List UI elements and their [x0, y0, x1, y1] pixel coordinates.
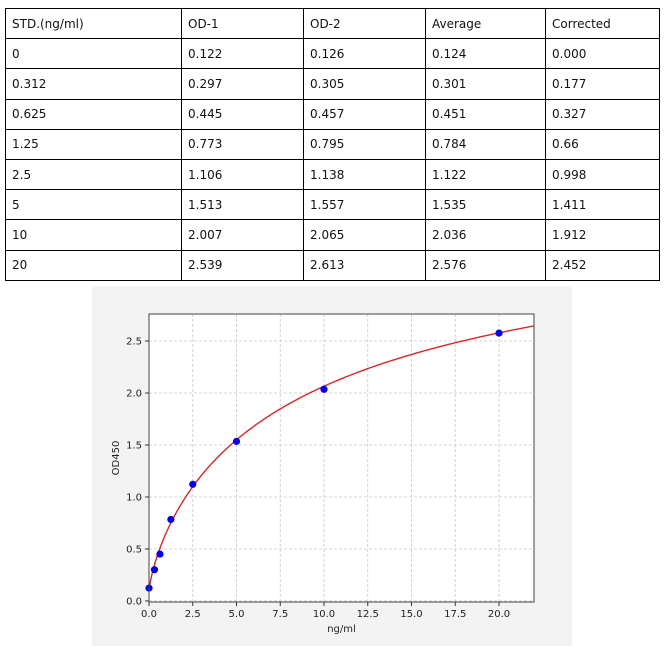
standard-curve-table: STD.(ng/ml) OD-1 OD-2 Average Corrected 0 0.12…: [5, 7, 660, 281]
table-cell: 10: [5, 219, 182, 251]
table-cell: 0.122: [181, 38, 304, 70]
table-cell: 2.613: [303, 249, 426, 281]
x-tick-label: 12.5: [357, 609, 379, 620]
y-tick-label: 0.0: [126, 596, 142, 607]
data-point: [156, 550, 164, 558]
plot-frame: [148, 313, 535, 603]
table-cell: 0.998: [545, 158, 660, 191]
table-row: 20 2.539 2.613 2.576 2.452: [5, 249, 660, 281]
table-cell: 0.177: [545, 68, 660, 100]
table-cell: 0.795: [303, 128, 426, 160]
x-tick-label: 17.5: [444, 609, 466, 620]
table-cell: 1.912: [545, 219, 660, 251]
table-cell: 0.124: [425, 38, 546, 70]
table-row: 0 0.122 0.126 0.124 0.000: [5, 38, 660, 70]
y-tick-label: 1.5: [126, 441, 142, 452]
x-tick-label: 0.0: [141, 609, 157, 620]
table-cell: 2.452: [545, 249, 660, 281]
table-row: 0.625 0.445 0.457 0.451 0.327: [5, 98, 660, 130]
table-cell: 2.576: [425, 249, 546, 281]
table-cell: 1.106: [181, 158, 304, 191]
y-tick-label: 2.0: [126, 389, 142, 400]
table-cell: 2.036: [425, 219, 546, 251]
table-cell: 0.312: [5, 68, 182, 100]
x-tick-label: 15.0: [400, 609, 422, 620]
table-cell: 1.25: [5, 128, 182, 160]
table-cell: 1.535: [425, 189, 546, 221]
table-cell: 0.445: [181, 98, 304, 130]
table-cell: 1.411: [545, 189, 660, 221]
data-point: [189, 480, 197, 488]
table-cell: 2.065: [303, 219, 426, 251]
table-cell: STD.(ng/ml): [5, 7, 182, 40]
table-cell: 1.513: [181, 189, 304, 221]
table-cell: 0.457: [303, 98, 426, 130]
table-cell: 0.451: [425, 98, 546, 130]
table-row: 5 1.513 1.557 1.535 1.411: [5, 189, 660, 221]
table-cell: 0: [5, 38, 182, 70]
chart-panel: 0.0 2.5 5.0 7.5 10.0 12.5 15.0 17.5 20.0 0.0 0.5 1.…: [92, 286, 572, 646]
table-cell: 2.5: [5, 158, 182, 191]
table-row: 10 2.007 2.065 2.036 1.912: [5, 219, 660, 251]
table-cell: 5: [5, 189, 182, 221]
y-tick-label: 2.5: [126, 337, 142, 348]
table-cell: 2.007: [181, 219, 304, 251]
table-cell: 0.66: [545, 128, 660, 160]
data-point: [232, 437, 241, 445]
x-tick-label: 5.0: [229, 609, 245, 620]
x-tick-label: 7.5: [272, 609, 288, 620]
x-tick-label: 2.5: [185, 609, 201, 620]
data-point: [150, 566, 159, 574]
data-point: [495, 329, 503, 337]
table-cell: Average: [425, 7, 546, 40]
table-cell: 1.138: [303, 158, 426, 191]
table-cell: 0.000: [545, 38, 660, 70]
fit-curve: [148, 325, 535, 591]
x-tick-label: 10.0: [313, 609, 335, 620]
table-cell: 0.126: [303, 38, 426, 70]
table-cell: Corrected: [545, 7, 660, 40]
table-row: 1.25 0.773 0.795 0.784 0.66: [5, 128, 660, 160]
table-row: 0.312 0.297 0.305 0.301 0.177: [5, 68, 660, 100]
table-cell: 0.305: [303, 68, 426, 100]
table-header-row: STD.(ng/ml) OD-1 OD-2 Average Corrected: [5, 7, 660, 40]
table-cell: 0.784: [425, 128, 546, 160]
y-tick-label: 0.5: [126, 544, 142, 555]
table-row: 2.5 1.106 1.138 1.122 0.998: [5, 158, 660, 191]
table-cell: OD-1: [181, 7, 304, 40]
table-cell: 2.539: [181, 249, 304, 281]
table-cell: 0.773: [181, 128, 304, 160]
data-point: [320, 385, 328, 393]
table-cell: OD-2: [303, 7, 426, 40]
table-cell: 0.625: [5, 98, 182, 130]
table-cell: 0.327: [545, 98, 660, 130]
table-cell: 0.297: [181, 68, 304, 100]
plot-area: [149, 314, 534, 602]
x-axis-label: ng/ml: [327, 624, 356, 635]
table-cell: 1.557: [303, 189, 426, 221]
table-cell: 1.122: [425, 158, 546, 191]
data-point: [167, 515, 175, 524]
y-axis-label: OD450: [111, 441, 122, 476]
y-tick-label: 1.0: [126, 492, 142, 503]
table-cell: 20: [5, 249, 182, 281]
table-cell: 0.301: [425, 68, 546, 100]
x-tick-label: 20.0: [488, 609, 510, 620]
standard-curve-chart: 0.0 2.5 5.0 7.5 10.0 12.5 15.0 17.5 20.0 0.0 0.5 1.…: [111, 313, 535, 635]
